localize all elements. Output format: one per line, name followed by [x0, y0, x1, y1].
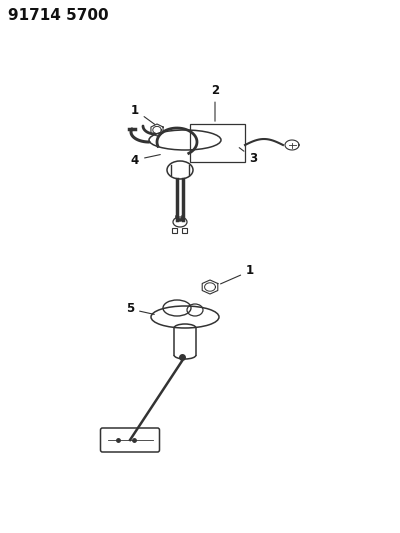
Text: 3: 3 [239, 148, 257, 165]
Bar [172, 228, 176, 233]
Text: 4: 4 [131, 154, 160, 166]
Text: 5: 5 [126, 303, 154, 316]
Bar [190, 124, 245, 162]
Bar [182, 228, 186, 233]
Text: 91714 5700: 91714 5700 [8, 8, 109, 23]
Text: 2: 2 [211, 84, 219, 121]
Text: 1: 1 [220, 264, 254, 284]
Text: 1: 1 [131, 103, 155, 124]
